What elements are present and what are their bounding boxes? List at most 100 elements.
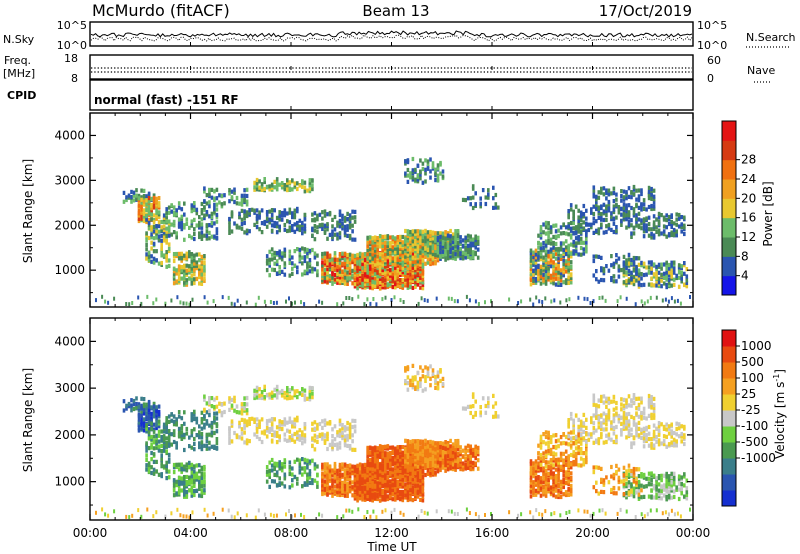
power-cell (461, 256, 465, 261)
power-cell (137, 295, 140, 300)
power-cell (409, 278, 412, 283)
power-cell (381, 271, 384, 276)
power-cell (650, 203, 653, 209)
velocity-cell (308, 397, 312, 402)
power-cell (363, 268, 367, 273)
power-cell (406, 173, 410, 178)
velocity-cell (291, 466, 294, 471)
velocity-cell (142, 417, 146, 422)
power-cell (293, 222, 297, 227)
power-cell (140, 301, 143, 306)
velocity-cell (296, 435, 299, 440)
power-cell (278, 249, 281, 254)
power-cell (547, 234, 550, 239)
power-cell (652, 206, 656, 211)
power-cell (456, 245, 460, 250)
velocity-cell (130, 408, 133, 413)
velocity-cell (280, 481, 284, 486)
power-cell (333, 232, 337, 237)
power-cell (416, 271, 420, 277)
velocity-cell (386, 470, 390, 475)
power-cell (283, 247, 287, 252)
power-cell (635, 213, 638, 218)
velocity-cell (203, 443, 206, 448)
power-cell (200, 254, 204, 259)
velocity-cell (378, 483, 382, 488)
velocity-cell (280, 462, 284, 467)
power-cell (645, 207, 648, 212)
power-cell (429, 246, 432, 251)
power-cell (296, 265, 299, 270)
velocity-cell (303, 457, 307, 462)
power-cell (602, 209, 606, 214)
power-cell (258, 213, 261, 218)
power-cell (567, 247, 570, 252)
velocity-cell (135, 405, 138, 410)
power-cell (471, 237, 475, 242)
power-cell (165, 231, 168, 236)
power-cell (268, 187, 271, 192)
power-cell (193, 261, 196, 266)
power-cell (672, 221, 676, 226)
power-cell (336, 260, 339, 266)
power-cell (328, 263, 332, 268)
power-cell (399, 237, 402, 242)
power-cell (607, 188, 611, 193)
power-cell (439, 242, 442, 247)
power-cell (554, 256, 558, 261)
velocity-cell (286, 391, 289, 396)
power-cell (585, 216, 588, 221)
power-cell (348, 252, 352, 257)
power-cell (341, 277, 344, 282)
power-cell (160, 253, 163, 258)
noise-sky-line (90, 30, 693, 38)
velocity-cell (172, 465, 176, 470)
power-cell (409, 284, 412, 289)
power-cell (456, 241, 460, 246)
velocity-cell (260, 390, 264, 395)
power-cell (670, 296, 673, 301)
power-cell (399, 240, 402, 245)
power-cell (223, 201, 226, 206)
power-cell (283, 213, 287, 218)
power-cell (537, 275, 540, 280)
power-cell (205, 210, 209, 215)
power-cell (559, 231, 563, 236)
power-cell (434, 259, 437, 264)
velocity-cell (286, 396, 289, 401)
power-cell (436, 256, 440, 261)
power-cell (265, 258, 269, 263)
noise-right-tick-top: 10^5 (697, 19, 727, 32)
power-cell (353, 262, 357, 267)
power-cell (567, 275, 570, 280)
power-cell (466, 196, 470, 201)
power-cell (155, 235, 158, 240)
noise-right-label: N.Search (746, 31, 796, 44)
power-cell (597, 211, 601, 216)
power-cell (564, 252, 568, 257)
power-cell (270, 228, 274, 233)
power-cell (208, 223, 211, 228)
power-cell (615, 192, 618, 197)
velocity-cell (336, 433, 339, 438)
power-cell (640, 226, 643, 231)
power-cell (275, 259, 279, 264)
power-cell (411, 232, 415, 237)
velocity-cell (140, 403, 143, 408)
velocity-cell (384, 485, 387, 490)
power-cell (640, 263, 643, 268)
power-cell (625, 190, 628, 195)
power-cell (647, 189, 651, 194)
velocity-cell (203, 394, 206, 399)
velocity-cell (371, 492, 374, 497)
power-cell (645, 223, 648, 228)
velocity-cell (386, 481, 390, 486)
velocity-cell (280, 427, 284, 432)
power-cell (635, 223, 638, 228)
velocity-cell (155, 426, 158, 431)
power-cell (539, 251, 543, 257)
power-cell (429, 157, 432, 162)
power-cell (152, 218, 156, 223)
power-cell (263, 179, 266, 185)
velocity-cell (348, 480, 352, 485)
